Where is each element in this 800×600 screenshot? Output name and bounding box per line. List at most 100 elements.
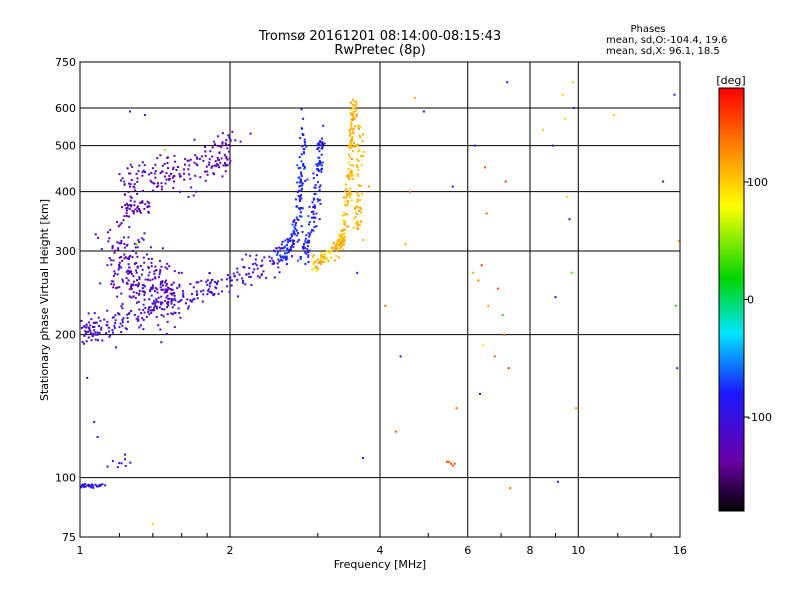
echo-point [356, 166, 359, 169]
echo-point [153, 272, 156, 275]
echo-point [295, 221, 297, 224]
echo-point [552, 144, 555, 147]
echo-point [219, 161, 222, 164]
x-tick-label: 6 [464, 544, 471, 557]
echo-point [357, 127, 360, 130]
echo-point [301, 246, 304, 249]
echo-point [142, 328, 145, 331]
echo-point [154, 302, 157, 305]
echo-point [189, 283, 192, 285]
echo-point [159, 172, 162, 174]
echo-point [251, 263, 254, 266]
echo-point [318, 261, 321, 263]
echo-point [335, 254, 338, 257]
echo-point [360, 211, 363, 214]
echo-point [451, 185, 454, 188]
echo-point [362, 155, 365, 158]
echo-point [353, 144, 356, 147]
echo-point [289, 237, 292, 240]
echo-point [118, 266, 121, 269]
echo-point [300, 127, 303, 130]
echo-point [315, 270, 318, 272]
echo-point [305, 234, 308, 237]
echo-point [179, 316, 182, 319]
echo-point [503, 333, 506, 336]
echo-point [317, 258, 320, 261]
echo-point [315, 266, 318, 268]
echo-point [317, 142, 320, 145]
echo-point [245, 273, 248, 276]
echo-point [255, 264, 258, 267]
echo-point [147, 278, 150, 281]
echo-point [321, 137, 323, 140]
echo-point [359, 136, 362, 139]
echo-point [129, 199, 132, 202]
echo-point [132, 291, 135, 294]
echo-point [128, 258, 130, 260]
echo-point [202, 293, 205, 296]
echo-point [172, 281, 175, 284]
echo-point [294, 198, 297, 201]
echo-point [275, 247, 278, 250]
echo-point [204, 146, 206, 148]
echo-point [273, 261, 276, 264]
echo-point [154, 176, 157, 179]
echo-point [355, 109, 358, 112]
echo-point [161, 280, 164, 283]
echo-point [292, 245, 295, 248]
echo-point [80, 484, 83, 487]
y-tick-labels: 75 100 200 300 400 500 600 750 [55, 56, 76, 544]
echo-point [166, 262, 169, 265]
echo-point [169, 292, 172, 295]
echo-point [123, 193, 126, 196]
echo-point [86, 484, 89, 487]
echo-point [359, 184, 362, 187]
echo-point [174, 311, 177, 314]
echo-point [152, 302, 155, 305]
echo-point [349, 121, 352, 124]
echo-point [157, 296, 160, 299]
echo-point [136, 180, 139, 183]
echo-point [93, 326, 96, 328]
echo-point [318, 198, 321, 201]
echo-point [356, 158, 359, 161]
echo-point [315, 168, 318, 171]
echo-point [362, 457, 365, 459]
echo-point [91, 335, 94, 338]
echo-point [125, 270, 128, 273]
echo-point [249, 275, 252, 278]
echo-point [316, 174, 318, 177]
echo-point [310, 211, 313, 213]
echo-point [320, 261, 323, 263]
echo-point [343, 238, 345, 241]
echo-point [349, 174, 352, 177]
echo-point [294, 224, 297, 227]
echo-point [170, 300, 173, 303]
echo-point [173, 303, 176, 306]
echo-point [304, 251, 307, 254]
echo-point [349, 129, 351, 131]
echo-point [299, 137, 302, 139]
echo-point [317, 146, 320, 149]
echo-point [111, 316, 114, 319]
echo-point [260, 265, 262, 268]
echo-point [136, 177, 139, 180]
echo-point [128, 226, 131, 229]
echo-point [217, 144, 220, 147]
echo-point [315, 225, 318, 228]
echo-point [307, 256, 310, 258]
echo-point [133, 242, 136, 245]
echo-point [122, 317, 125, 320]
echo-point [139, 201, 142, 204]
echo-point [354, 107, 357, 110]
echo-point [348, 143, 351, 146]
echo-point [208, 161, 211, 164]
echo-point [341, 244, 344, 246]
echo-point [286, 248, 289, 250]
echo-point [300, 225, 303, 228]
echo-point [347, 161, 350, 164]
echo-point [184, 158, 187, 161]
echo-point [350, 113, 353, 116]
echo-point [228, 150, 231, 153]
echo-point [349, 156, 352, 159]
